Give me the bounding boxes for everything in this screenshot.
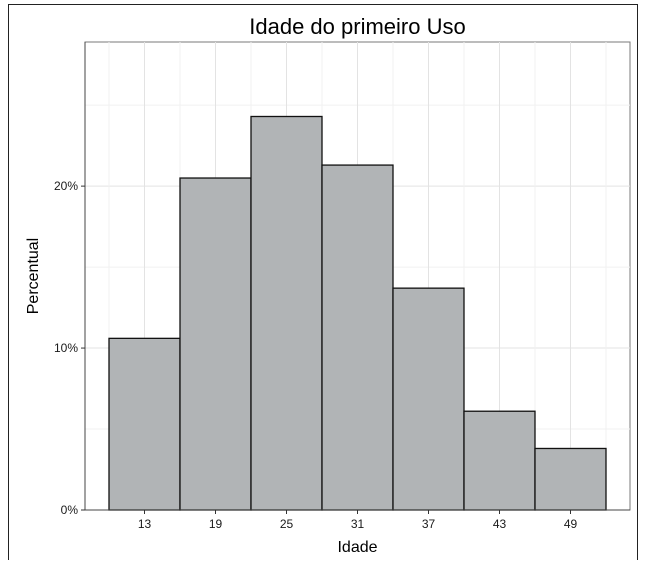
bars xyxy=(108,115,607,511)
bar xyxy=(179,177,252,511)
x-tick-label: 25 xyxy=(280,517,294,531)
chart-title: Idade do primeiro Uso xyxy=(249,14,465,39)
bar xyxy=(321,164,394,511)
x-tick-label: 43 xyxy=(493,517,507,531)
bar xyxy=(463,410,536,511)
bar xyxy=(392,287,465,511)
axes: 0% 10% 20% 13 19 25 31 37 43 49 xyxy=(54,42,630,531)
x-tick-label: 13 xyxy=(138,517,152,531)
x-tick-label: 19 xyxy=(209,517,223,531)
x-tick-label: 37 xyxy=(422,517,436,531)
y-tick-label: 20% xyxy=(54,179,78,193)
y-tick-label: 10% xyxy=(54,341,78,355)
bar xyxy=(250,115,323,511)
y-tick-label: 0% xyxy=(61,503,79,517)
y-axis-title: Percentual xyxy=(25,238,42,315)
x-tick-label: 31 xyxy=(351,517,365,531)
x-tick-label: 49 xyxy=(564,517,578,531)
bar xyxy=(534,447,607,511)
x-axis-title: Idade xyxy=(337,539,377,556)
bar xyxy=(108,337,181,511)
